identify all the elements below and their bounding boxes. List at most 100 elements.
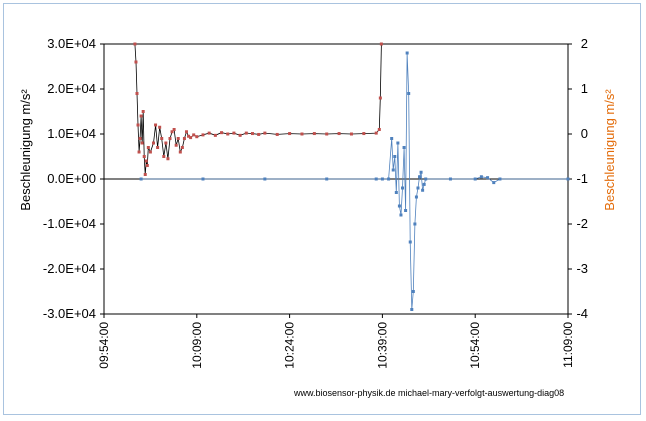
series-point [405, 51, 409, 55]
series-point [160, 137, 164, 140]
series-point [422, 182, 426, 186]
series-point [374, 177, 378, 181]
series-point [377, 128, 381, 131]
series-point [148, 150, 152, 154]
series-point [325, 132, 329, 136]
series-point [189, 136, 193, 140]
series-point [396, 141, 400, 145]
series-point [379, 42, 383, 46]
labels-layer: 3.0E+04 2.0E+04 1.0E+04 0.0E+00 -1.0E+04 -2.0… [43, 36, 588, 369]
series-point [143, 173, 147, 176]
series-point [133, 42, 137, 46]
y2-tick-label: -3 [576, 261, 588, 276]
series-point [178, 150, 182, 154]
series-point [226, 132, 230, 136]
series-point [187, 134, 191, 138]
series-point [182, 137, 186, 140]
series-point [136, 123, 140, 127]
series-point [137, 150, 141, 154]
series-point [168, 137, 172, 140]
series-point [146, 146, 150, 149]
series-point [139, 177, 143, 181]
series-point [399, 213, 403, 217]
y-tick-label: -1.0E+04 [43, 216, 96, 231]
series-line [141, 52, 568, 310]
series-point [257, 132, 261, 136]
series-point [144, 159, 148, 163]
series-point [154, 123, 158, 127]
series-point [134, 60, 138, 64]
series-point [176, 137, 180, 140]
series-point [380, 177, 384, 181]
series-point [414, 195, 418, 199]
series-point [192, 133, 196, 137]
series-line [134, 44, 382, 175]
series-point [404, 209, 408, 212]
series-point [172, 128, 176, 131]
series-point [374, 131, 378, 135]
y2-axis-label: Beschleunigung m/s² [602, 89, 617, 211]
series-point [418, 175, 422, 179]
y-tick-label: 1.0E+04 [47, 126, 96, 141]
series-point [141, 110, 145, 113]
series-point [213, 133, 217, 137]
series-point [275, 132, 279, 136]
y2-tick-label: -2 [576, 216, 588, 231]
series-point [244, 131, 248, 135]
series-point [140, 141, 144, 145]
series-point [498, 177, 502, 181]
series-point [378, 96, 382, 100]
series-point [397, 204, 401, 208]
series-point [486, 176, 490, 180]
series-point [411, 290, 415, 293]
series-point [250, 132, 254, 136]
x-tick-label: 10:09:00 [190, 322, 204, 369]
series-point [156, 146, 160, 149]
series-point [473, 177, 477, 181]
series-point [151, 141, 155, 145]
series-point [401, 186, 405, 190]
series-point [207, 131, 211, 135]
series-point [201, 177, 205, 181]
y2-tick-label: -4 [576, 306, 588, 321]
y-tick-label: -2.0E+04 [43, 261, 96, 276]
series-point [164, 141, 168, 145]
series-point [220, 131, 224, 135]
series-point [325, 177, 329, 181]
series-point [238, 133, 242, 137]
series-point [166, 157, 170, 161]
x-tick-label: 09:54:00 [97, 322, 111, 369]
series-point [362, 132, 366, 136]
series-point [337, 132, 341, 136]
series-point [135, 92, 139, 95]
series-point [142, 155, 146, 158]
x-tick-label: 10:24:00 [283, 322, 297, 369]
y-tick-label: 0.0E+00 [47, 171, 96, 186]
credit-text: www.biosensor-physik.de michael-mary-ver… [293, 388, 564, 398]
series-point [410, 308, 414, 311]
series-point [407, 92, 411, 95]
y2-tick-label: 0 [581, 126, 588, 141]
series-point [413, 222, 417, 226]
series-point [184, 130, 188, 134]
series-point [394, 191, 398, 194]
chart-svg: 3.0E+04 2.0E+04 1.0E+04 0.0E+00 -1.0E+04 -2.0… [18, 36, 617, 398]
series-point [158, 125, 162, 129]
y2-tick-label: 2 [581, 36, 588, 51]
series-point [390, 137, 394, 140]
series-point [349, 132, 353, 136]
series-layer [134, 44, 568, 310]
series-point [408, 240, 412, 244]
series-point [139, 114, 143, 118]
series-point [145, 164, 149, 167]
series-point [180, 146, 184, 149]
series-point [566, 177, 570, 181]
series-point [162, 155, 166, 158]
y-axis-label: Beschleunigung m/s² [18, 89, 33, 211]
points-layer [133, 42, 570, 311]
series-point [492, 181, 496, 185]
series-point [263, 177, 267, 181]
series-point [232, 131, 236, 135]
series-point [195, 135, 199, 139]
y2-tick-label: -1 [576, 171, 588, 186]
